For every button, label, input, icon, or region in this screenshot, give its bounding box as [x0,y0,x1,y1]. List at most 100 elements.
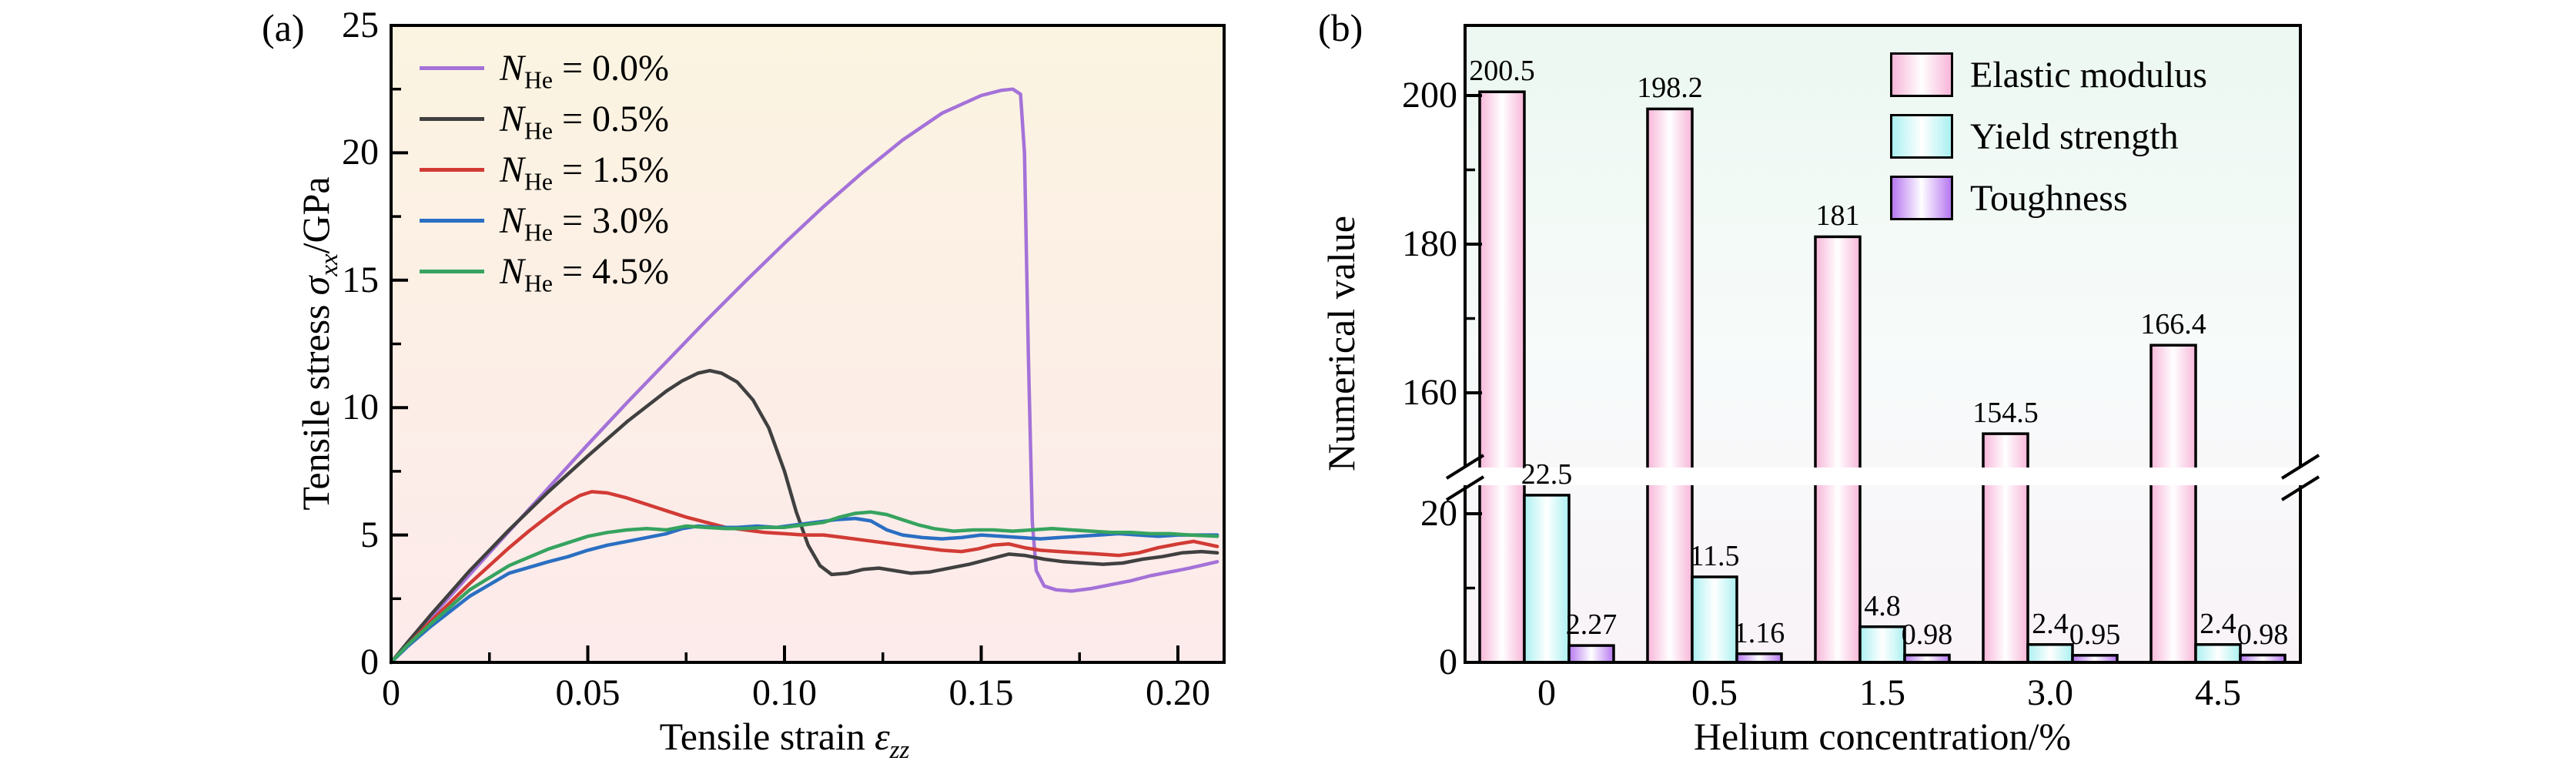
legend-label: Yield strength [1970,116,2179,157]
panel-a-y-tick-label: 5 [360,514,379,555]
bar-value-label: 0.98 [1901,618,1953,651]
legend-value: = 4.5% [561,250,670,292]
panel-a-tag: (a) [262,6,305,49]
panel-a-x-tick-label: 0.15 [948,672,1014,713]
panel-a-legend-item: NHe = 4.5% [420,248,670,296]
panel-b-tag: (b) [1318,6,1363,49]
legend-label: NHe = 3.0% [500,199,670,245]
legend-variable-subscript: He [524,117,553,145]
panel-a-legend-item: NHe = 3.0% [420,197,670,245]
legend-value: = 3.0% [561,199,670,241]
bar-value-label: 0.98 [2236,618,2289,651]
axis-break-mark-left [1445,454,1485,480]
panel-b-y-tick-label: 20 [1420,493,1457,534]
legend-variable: N [500,47,525,89]
curve-n-he-0-5 [389,368,1219,665]
panel-b-x-tick-label: 3.0 [2027,672,2073,713]
panel-a-x-axis-label: Tensile strain εzz [477,713,1092,763]
panel-a-legend-item: NHe = 0.0% [420,45,670,92]
bar-value-label: 22.5 [1521,458,1573,491]
panel-b-y-tick-label: 160 [1402,372,1457,413]
panel-b-x-tick-label: 1.5 [1859,672,1905,713]
legend-line-swatch [420,65,484,70]
legend-line-swatch [420,269,484,273]
panel-a-x-tick-label: 0.05 [555,672,621,713]
legend-label: Toughness [1970,177,2128,219]
legend-variable-subscript: He [524,168,553,196]
panel-b-x-axis-label: Helium concentration/% [1693,715,2072,758]
legend-line-swatch [420,116,484,121]
bar-value-label: 200.5 [1469,55,1535,88]
bar-value-label: 2.4 [2200,607,2236,640]
bar-value-label: 198.2 [1637,72,1703,105]
legend-color-swatch [1890,176,1953,220]
panel-b-x-tick-label: 0 [1537,672,1556,713]
axis-label-text: Tensile strain [659,715,865,758]
bar-elastic-modulus-4-5 [2149,344,2197,664]
axis-label-unit: /GPa [294,176,337,254]
bar-yield-strength-0-5 [1691,575,1738,664]
panel-a-y-tick-label: 10 [342,387,379,428]
bar-value-label: 4.8 [1864,589,1901,622]
panel-b-frame [1464,24,2302,664]
bar-value-label: 166.4 [2140,308,2206,341]
curve-n-he-1-5 [389,490,1219,665]
panel-b-y-tick-label: 200 [1402,75,1457,116]
legend-variable: N [500,98,525,139]
panel-a-y-axis-label: Tensile stressσxx/GPa [293,0,343,690]
legend-label: NHe = 0.5% [500,98,669,143]
panel-a-legend-item: NHe = 0.5% [420,96,669,142]
curve-n-he-4-5 [389,510,1219,665]
panel-a-y-tick-label: 15 [342,259,379,300]
panel-a-legend-item: NHe = 1.5% [420,146,669,193]
panel-a-y-tick-label: 20 [342,132,379,173]
legend-label: NHe = 4.5% [500,250,670,296]
bar-value-label: 2.27 [1565,608,1618,642]
legend-color-swatch [1890,52,1953,97]
legend-line-swatch [420,218,484,223]
legend-value: = 1.5% [561,149,670,190]
legend-label: NHe = 1.5% [500,149,670,194]
panel-a-x-tick-label: 0 [382,672,400,713]
axis-break-mark-right [2280,454,2320,480]
curve-n-he-0-0 [389,87,1219,665]
panel-b-x-tick-label: 4.5 [2195,672,2241,713]
panel-b-legend-item: Elastic modulus [1890,52,2207,98]
bar-value-label: 154.5 [1972,397,2039,430]
axis-symbol-subscript: zz [889,736,910,764]
panel-a-y-tick-label: 0 [360,642,379,682]
axis-break-mark-left [1445,475,1485,501]
legend-line-swatch [420,167,484,172]
panel-b-y-tick-label: 180 [1402,223,1457,264]
legend-label: Elastic modulus [1970,54,2207,96]
axis-break-band [1462,468,2303,485]
legend-label: NHe = 0.0% [500,47,670,92]
axis-symbol: ε [874,715,890,758]
legend-variable-subscript: He [524,270,553,297]
bar-elastic-modulus-1-5 [1814,235,1862,664]
legend-variable: N [500,199,525,241]
bar-value-label: 1.16 [1733,616,1785,649]
panel-a-x-tick-label: 0.20 [1146,672,1210,713]
axis-break-mark-right [2280,475,2320,501]
panel-a-x-tick-label: 0.10 [752,672,817,713]
legend-variable-subscript: He [524,66,553,94]
legend-color-swatch [1890,114,1953,159]
bar-value-label: 2.4 [2032,607,2069,640]
bar-value-label: 181 [1815,199,1860,233]
bar-value-label: 0.95 [2069,618,2121,651]
panel-a-y-tick-label: 25 [342,5,379,45]
bar-yield-strength-1-5 [1858,625,1906,664]
panel-b-legend-item: Toughness [1890,175,2128,221]
panel-b-y-tick-label: 0 [1439,642,1457,682]
bar-value-label: 11.5 [1689,540,1740,573]
bar-elastic-modulus-0-5 [1646,107,1694,664]
legend-value: = 0.0% [561,47,670,89]
legend-variable: N [500,250,525,292]
axis-label-symbol: εzz [874,715,909,763]
panel-b-x-tick-label: 0.5 [1691,672,1738,713]
legend-variable-subscript: He [524,219,553,246]
